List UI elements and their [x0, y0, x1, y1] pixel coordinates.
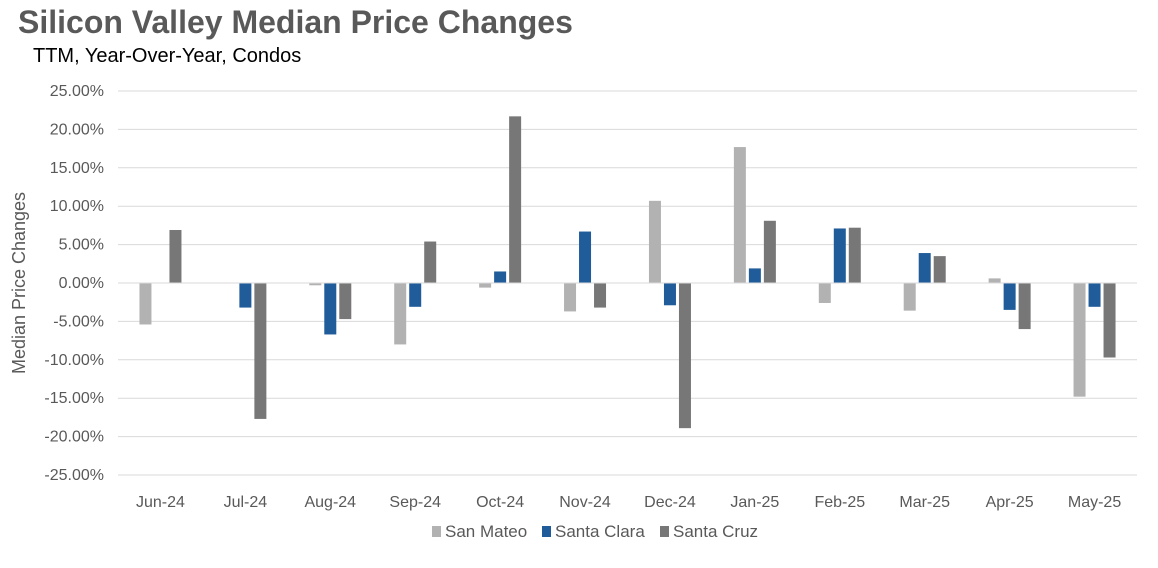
bar [1073, 283, 1086, 397]
legend-label: Santa Clara [555, 522, 645, 541]
bar [1018, 283, 1031, 330]
y-tick-label: 5.00% [59, 237, 104, 254]
chart-subtitle: TTM, Year-Over-Year, Condos [33, 45, 302, 67]
bar [579, 231, 592, 283]
bar [239, 283, 252, 308]
bar [254, 283, 267, 419]
chart-title: Silicon Valley Median Price Changes [18, 4, 573, 40]
x-tick-label: Sep-24 [389, 494, 441, 511]
bar [903, 283, 916, 311]
y-tick-label: -20.00% [44, 429, 104, 446]
legend-label: Santa Cruz [673, 522, 758, 541]
y-tick-label: -25.00% [44, 467, 104, 484]
x-tick-label: Apr-25 [986, 494, 1034, 511]
y-tick-label: 25.00% [50, 83, 104, 100]
bar [394, 283, 407, 345]
bar [678, 283, 691, 429]
legend-swatch [542, 526, 551, 537]
x-tick-label: Jul-24 [224, 494, 268, 511]
y-tick-label: 0.00% [59, 275, 104, 292]
y-tick-label: 15.00% [50, 160, 104, 177]
x-tick-label: Aug-24 [304, 494, 356, 511]
x-tick-label: Dec-24 [644, 494, 696, 511]
bar [1088, 283, 1101, 307]
bar [564, 283, 577, 312]
bar [833, 228, 846, 283]
legend-swatch [432, 526, 441, 537]
x-tick-label: Jan-25 [730, 494, 779, 511]
bar [509, 116, 522, 284]
bar [594, 283, 607, 308]
bar [494, 271, 507, 283]
bar [339, 283, 352, 320]
x-tick-label: Mar-25 [899, 494, 950, 511]
bar [818, 283, 831, 303]
y-tick-label: -15.00% [44, 390, 104, 407]
x-tick-label: Jun-24 [136, 494, 185, 511]
bar [169, 230, 182, 283]
bar [1103, 283, 1116, 358]
bar [1003, 283, 1016, 310]
y-axis-label: Median Price Changes [9, 192, 29, 374]
y-tick-label: 20.00% [50, 121, 104, 138]
bar [663, 283, 676, 306]
bar [479, 283, 492, 288]
y-tick-label: -5.00% [53, 313, 104, 330]
legend-label: San Mateo [445, 522, 527, 541]
bar [988, 278, 1001, 283]
bar [763, 220, 776, 283]
legend-swatch [660, 526, 669, 537]
x-tick-label: Nov-24 [559, 494, 611, 511]
y-tick-label: -10.00% [44, 352, 104, 369]
bar [139, 283, 152, 325]
bar [748, 268, 761, 283]
bar [424, 241, 437, 283]
bar [309, 283, 322, 286]
y-tick-label: 10.00% [50, 198, 104, 215]
x-tick-label: May-25 [1068, 494, 1121, 511]
bar [324, 283, 337, 335]
x-tick-label: Feb-25 [814, 494, 865, 511]
bar [933, 256, 946, 283]
bar [409, 283, 422, 307]
bar [648, 200, 661, 283]
bar [848, 227, 861, 283]
bar [918, 253, 931, 283]
x-tick-label: Oct-24 [476, 494, 524, 511]
bar [733, 147, 746, 283]
